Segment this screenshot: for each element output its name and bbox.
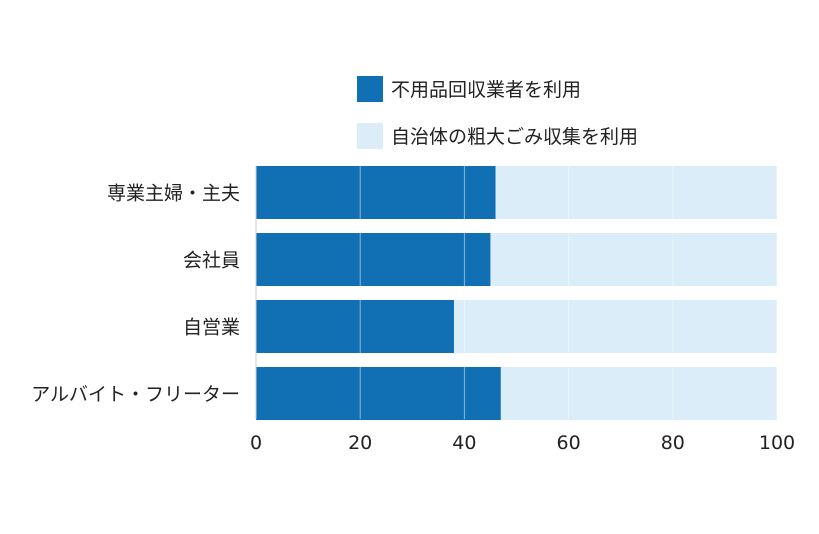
plot-area (256, 166, 777, 420)
x-tick-label-6: 100 (759, 432, 795, 454)
legend-label-1: 不用品回収業者を利用 (391, 79, 581, 101)
gridlines (255, 166, 778, 419)
x-axis-tick-labels: 0 20 40 60 80 100 (250, 432, 795, 454)
bar-4-series-1 (256, 367, 501, 420)
category-label-1: 専業主婦・主夫 (107, 183, 240, 205)
x-tick-label-1: 0 (250, 432, 262, 454)
bar-4-series-2 (500, 367, 777, 420)
category-label-3: 自営業 (183, 317, 240, 339)
category-label-2: 会社員 (183, 250, 240, 272)
x-tick-label-2: 20 (348, 432, 372, 454)
legend-label-2: 自治体の粗大ごみ収集を利用 (391, 126, 638, 148)
legend-swatch-1 (357, 76, 383, 102)
x-tick-label-4: 60 (557, 432, 581, 454)
bar-2-series-2 (490, 233, 777, 286)
category-label-4: アルバイト・フリーター (31, 384, 240, 406)
bar-1-series-2 (495, 166, 777, 219)
bar-1-series-1 (256, 166, 496, 219)
bar-3-series-1 (256, 300, 454, 353)
bar-3-series-2 (453, 300, 777, 353)
bar-2-series-1 (256, 233, 491, 286)
x-tick-label-3: 40 (452, 432, 476, 454)
legend-swatch-2 (357, 123, 383, 149)
x-tick-label-5: 80 (661, 432, 685, 454)
